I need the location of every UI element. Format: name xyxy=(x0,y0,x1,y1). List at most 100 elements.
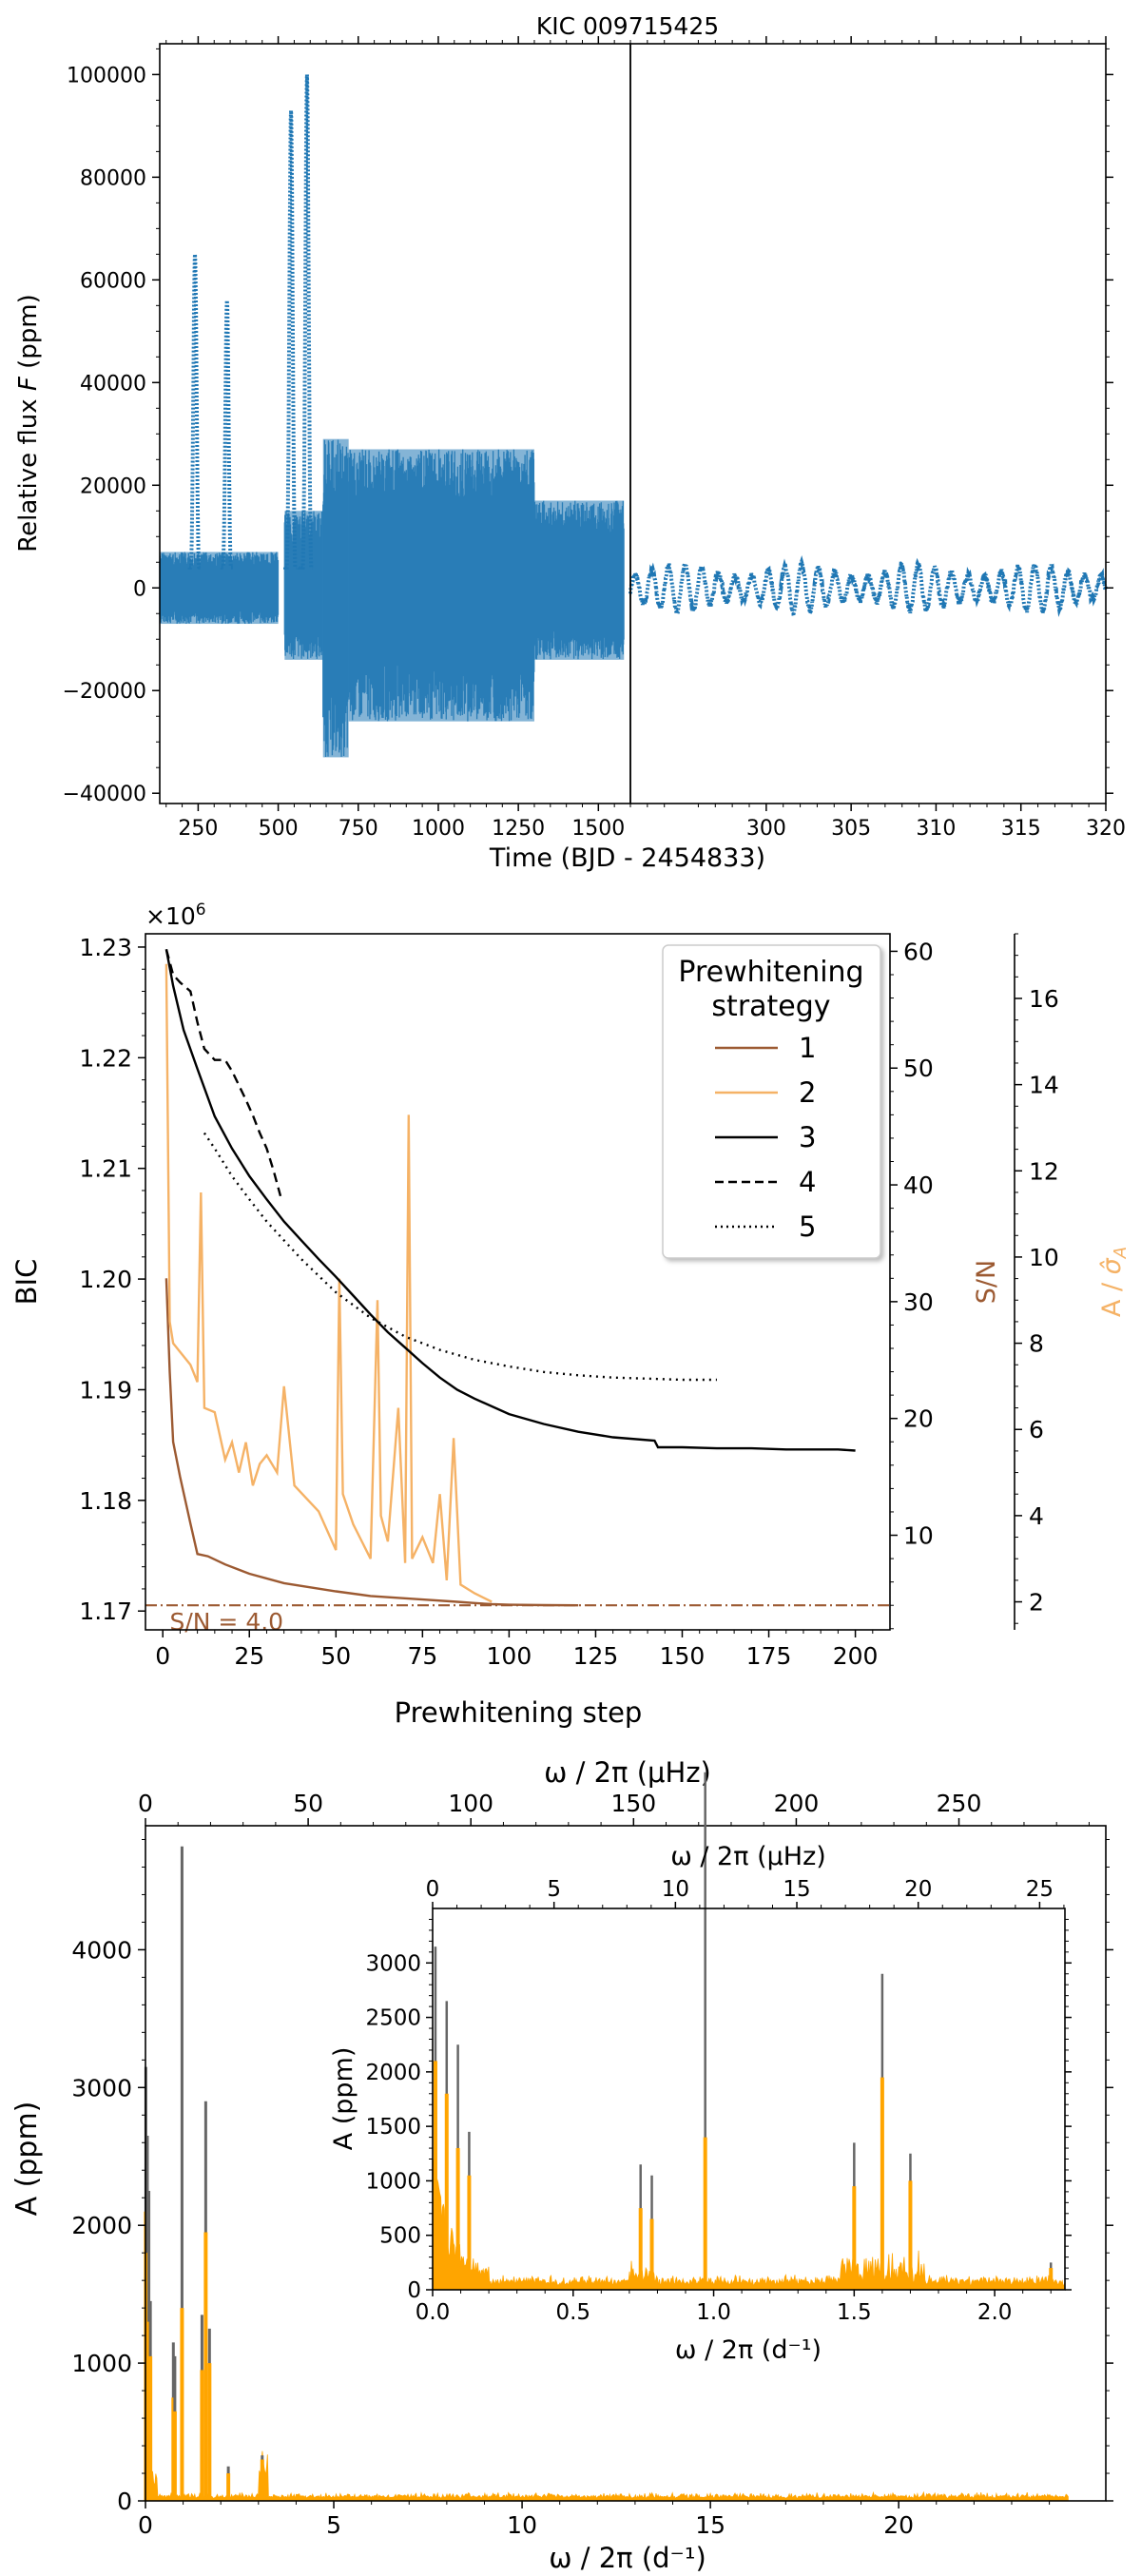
prewhitening-panel: ×106 S/N = 4.0 1.17 1.18 1.19 1.20 1.21 1.22 1… xyxy=(10,901,1131,1729)
sn-tick-label: 20 xyxy=(903,1405,934,1433)
y-tick-label: 100000 xyxy=(67,64,146,87)
light-curve-ylabel: Relative flux F (ppm) xyxy=(14,294,43,552)
y-tick-label: 20000 xyxy=(80,475,146,498)
bic-tick-label: 1.22 xyxy=(79,1044,132,1072)
uhz-tick-label: 100 xyxy=(448,1790,493,1817)
sn-tick-label: 50 xyxy=(903,1055,934,1082)
freq-tick-label: 20 xyxy=(883,2511,914,2539)
sn-tick-label: 30 xyxy=(903,1288,934,1316)
legend-entry-3: 3 xyxy=(799,1121,816,1153)
sn-tick-label: 40 xyxy=(903,1172,934,1199)
prewhitening-series: S/N = 4.0 xyxy=(145,948,890,1636)
freq-tick-label: 5 xyxy=(326,2511,341,2539)
y-tick-label: 60000 xyxy=(80,269,146,293)
inset-frame xyxy=(432,1908,1066,2291)
legend-entry-2: 2 xyxy=(799,1076,816,1109)
series-line-3 xyxy=(164,949,856,1452)
y-tick-label: −20000 xyxy=(63,680,146,704)
bic-tick-label: 1.21 xyxy=(79,1155,132,1183)
step-tick-label: 0 xyxy=(155,1642,170,1670)
x-tick-label: 320 xyxy=(1086,817,1126,841)
uhz-tick-label: 0 xyxy=(138,1790,153,1817)
amp-tick-label: 12 xyxy=(1029,1157,1059,1185)
light-curve-panel: KIC 009715425 −40000 −20000 0 20000 40000 600… xyxy=(14,12,1126,873)
threshold-label: S/N = 4.0 xyxy=(169,1608,283,1636)
bic-tick-label: 1.17 xyxy=(79,1598,132,1625)
legend-title-line2: strategy xyxy=(711,990,830,1023)
amp-tick-label: 0 xyxy=(117,2488,132,2515)
bic-tick-label: 1.19 xyxy=(79,1376,132,1404)
amp-tick-label: 4000 xyxy=(71,1936,132,1964)
uhz-tick-label: 150 xyxy=(610,1790,656,1817)
y-tick-label: 40000 xyxy=(80,372,146,396)
legend-title-line1: Prewhitening xyxy=(678,956,863,989)
outburst-spike xyxy=(297,74,314,570)
amp-axis-label: A / σ̂A xyxy=(1097,1247,1131,1317)
inset-freq-tick-label: 0.0 xyxy=(416,2300,451,2325)
light-curve-title: KIC 009715425 xyxy=(536,12,719,40)
inset-top-xlabel: ω / 2π (μHz) xyxy=(670,1842,826,1871)
amp-tick-label: 8 xyxy=(1029,1330,1044,1358)
inset-uhz-tick-label: 15 xyxy=(783,1877,810,1902)
spectrum-frame xyxy=(145,1825,1107,2502)
freq-tick-label: 0 xyxy=(138,2511,153,2539)
inset-freq-tick-label: 1.5 xyxy=(837,2300,872,2325)
sn-axis-label: S/N xyxy=(972,1260,1001,1304)
amp-tick-label: 10 xyxy=(1029,1244,1059,1271)
inset-freq-tick-label: 1.0 xyxy=(696,2300,731,2325)
spectrum-inset: 0 500 1000 1500 2000 2500 3000 0.0 0.5 1.0 1.5 2.0 0… xyxy=(329,1772,1072,2365)
spectrum-xlabel: ω / 2π (d⁻¹) xyxy=(549,2542,706,2574)
bic-axis-label: BIC xyxy=(10,1259,43,1306)
freq-tick-label: 10 xyxy=(507,2511,537,2539)
x-tick-label: 500 xyxy=(259,817,299,841)
inset-background xyxy=(433,1908,1065,2290)
outburst-spike xyxy=(220,300,233,570)
step-tick-label: 25 xyxy=(234,1642,264,1670)
x-tick-label: 310 xyxy=(916,817,956,841)
inset-amp-tick-label: 2500 xyxy=(365,2006,421,2031)
x-tick-label: 250 xyxy=(178,817,218,841)
light-curve-axes: −40000 −20000 0 20000 40000 60000 80000 100000 2… xyxy=(63,36,1126,841)
legend-entry-1: 1 xyxy=(799,1032,816,1064)
spectrum-ylabel: A (ppm) xyxy=(10,2101,44,2217)
x-tick-label: 315 xyxy=(1001,817,1041,841)
inset-amp-tick-label: 1500 xyxy=(365,2115,421,2140)
legend: Prewhitening strategy 1 2 3 4 5 xyxy=(662,944,881,1259)
x-tick-label: 750 xyxy=(338,817,378,841)
series-line-1 xyxy=(164,1278,579,1607)
legend-entry-4: 4 xyxy=(799,1166,816,1198)
light-curve-frame-right xyxy=(629,43,1107,804)
amp-tick-label: 4 xyxy=(1029,1502,1044,1530)
inset-amp-tick-label: 0 xyxy=(407,2278,421,2303)
inset-uhz-tick-label: 25 xyxy=(1026,1877,1054,1902)
x-tick-label: 300 xyxy=(746,817,786,841)
inset-amp-tick-label: 2000 xyxy=(365,2061,421,2085)
inset-amp-tick-label: 3000 xyxy=(365,1951,421,1976)
inset-freq-tick-label: 2.0 xyxy=(977,2300,1013,2325)
x-tick-label: 1250 xyxy=(492,817,545,841)
step-tick-label: 150 xyxy=(660,1642,706,1670)
y-tick-label: 0 xyxy=(133,577,146,601)
legend-entry-5: 5 xyxy=(799,1211,816,1243)
inset-freq-tick-label: 0.5 xyxy=(555,2300,590,2325)
prewhitening-axes: 1.171.181.191.201.211.221.230 25 50 75 100 12… xyxy=(79,933,1059,1670)
light-curve-xlabel: Time (BJD - 2454833) xyxy=(489,843,765,873)
noise-floor xyxy=(145,2362,1069,2502)
legend-box xyxy=(662,944,881,1259)
amp-tick-label: 16 xyxy=(1029,985,1059,1013)
amp-tick-label: 2000 xyxy=(71,2212,132,2239)
inset-bars xyxy=(432,1772,1066,2291)
series-line-2 xyxy=(164,963,493,1603)
bic-tick-label: 1.20 xyxy=(79,1266,132,1293)
step-tick-label: 125 xyxy=(573,1642,619,1670)
amp-tick-label: 3000 xyxy=(71,2074,132,2101)
y-tick-label: −40000 xyxy=(63,783,146,806)
inset-uhz-tick-label: 20 xyxy=(904,1877,932,1902)
uhz-tick-label: 200 xyxy=(774,1790,820,1817)
inset-uhz-tick-label: 5 xyxy=(547,1877,561,1902)
bic-multiplier: ×106 xyxy=(145,901,206,930)
noise-floor xyxy=(432,2160,1066,2291)
amp-tick-label: 6 xyxy=(1029,1416,1044,1443)
inset-amp-tick-label: 500 xyxy=(379,2224,421,2249)
